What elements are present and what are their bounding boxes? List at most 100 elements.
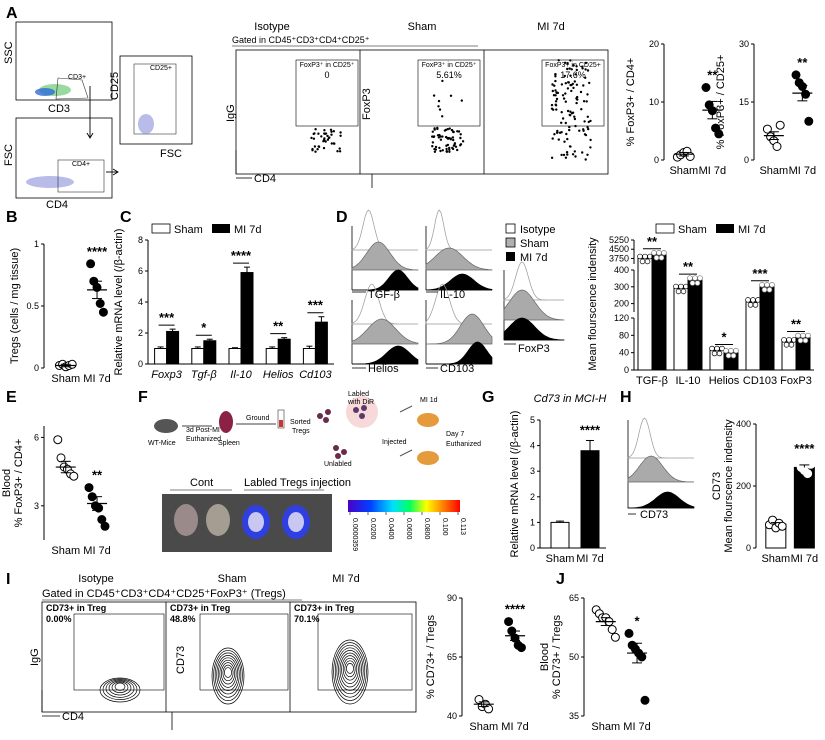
panel-label-e: E <box>6 389 17 406</box>
flow-dot <box>554 73 557 76</box>
panel-label-b: B <box>6 209 18 226</box>
flow-dot <box>451 146 454 150</box>
flow-dot <box>431 141 435 144</box>
significance: ** <box>683 259 694 274</box>
contour-line <box>222 664 234 682</box>
flow-dot <box>310 136 313 140</box>
x-tick-label: Tgf-β <box>191 369 218 381</box>
x-tick-label: MI 7d <box>83 373 111 385</box>
cells-icon <box>317 409 347 459</box>
x-tick-label: MI 7d <box>699 165 727 177</box>
x-tick-label: FoxP3 <box>780 375 812 387</box>
data-point <box>98 307 108 317</box>
data-point <box>56 453 66 463</box>
bar <box>240 272 254 365</box>
flow-dot <box>448 146 451 150</box>
flow-dot <box>575 83 579 87</box>
flow-plots-foxp3: Isotype Sham MI 7d Gated in CD45⁺CD3⁺CD4… <box>225 21 609 188</box>
legend-c-sham: Sham <box>174 224 203 236</box>
bar <box>687 279 703 371</box>
schem-ground: Ground <box>246 415 269 422</box>
hist-curve <box>627 455 695 483</box>
significance: ** <box>797 55 808 70</box>
flow-dot <box>456 130 459 133</box>
axis-cd4: CD4 <box>46 199 68 211</box>
bar <box>302 348 316 365</box>
flow-dot <box>564 100 567 103</box>
data-point <box>714 345 720 352</box>
axis-fsc-2: FSC <box>160 148 182 160</box>
flow-dot <box>441 149 444 152</box>
flow-dot <box>566 87 570 90</box>
flow-dot <box>555 97 559 101</box>
significance: * <box>201 320 207 335</box>
y-tick-label: 5 <box>530 415 535 425</box>
flow-dot <box>584 76 587 80</box>
y-tick-label: 2 <box>530 492 535 502</box>
data-point <box>687 275 693 281</box>
y-axis-label: % FoxP3+ / CD4+ <box>625 58 637 147</box>
flow-dot <box>452 138 455 142</box>
data-point <box>764 282 770 288</box>
y-axis-label: Relative mRNA level (/β-actin) <box>113 229 125 376</box>
flow-dot <box>570 89 573 93</box>
tube-icon <box>277 409 285 429</box>
contour-line <box>336 647 364 695</box>
flow-dot <box>568 67 571 70</box>
flow-dot <box>573 80 576 83</box>
y-tick-label: 40 <box>447 711 457 721</box>
panel-label-i: I <box>6 571 10 588</box>
data-point <box>777 521 787 531</box>
flow-dot <box>434 148 437 151</box>
data-point <box>680 288 687 295</box>
flow-dot <box>449 138 452 141</box>
flow-dot <box>330 133 333 136</box>
y-tick-label: 0 <box>138 359 143 369</box>
contour-line <box>108 680 132 696</box>
significance: ** <box>707 68 718 83</box>
legend-d-bars: Sham MI 7d <box>655 223 766 236</box>
hist-curve <box>425 209 492 251</box>
y-tick-label: 35 <box>569 711 579 721</box>
data-point <box>516 643 526 653</box>
flow-dot <box>550 156 554 159</box>
data-point <box>801 89 811 99</box>
gate-cd3-label: CD3+ <box>68 74 86 81</box>
data-point <box>644 258 651 265</box>
flow-dot <box>437 99 441 103</box>
significance: ** <box>647 234 658 249</box>
colorbar-tick-label: 0.0600 <box>405 518 412 540</box>
flow-dot <box>445 150 449 153</box>
data-point <box>709 345 715 352</box>
y-tick-label: 1 <box>530 517 535 527</box>
schem-tregs: Tregs <box>292 428 310 435</box>
flow-dot <box>446 137 450 140</box>
flow-axis-cd4: CD4 <box>254 173 276 185</box>
bar <box>793 466 815 549</box>
contour-gate-isotype: CD73+ in Treg <box>46 603 106 613</box>
gate-cd25-label: CD25+ <box>150 65 172 72</box>
histograms-d: TGF-β IL-10 Helios CD103 FoxP3 Isotype S… <box>351 209 565 375</box>
schem-euthanized-2: Euthanized <box>446 441 481 448</box>
y-tick-label: 4 <box>138 297 143 307</box>
flow-dot <box>554 75 557 78</box>
data-point <box>661 250 667 256</box>
flow-dot <box>433 150 437 153</box>
flow-dot <box>436 134 440 137</box>
data-point <box>802 337 809 344</box>
mouse-icon-2 <box>417 413 439 427</box>
flow-dot <box>441 79 444 83</box>
data-point <box>642 253 648 260</box>
y-tick-label: 15 <box>739 97 749 107</box>
flow-dot <box>584 61 588 65</box>
x-tick-label: CD103 <box>743 375 777 387</box>
flow-dot <box>451 136 455 139</box>
significance: ** <box>273 319 284 334</box>
flow-dot <box>576 95 579 99</box>
flow-dot <box>336 150 339 153</box>
flow-dot <box>456 148 459 152</box>
contour-line <box>331 639 369 705</box>
flow-dot <box>567 81 570 84</box>
gate-value-sham: 5.61% <box>436 70 462 80</box>
